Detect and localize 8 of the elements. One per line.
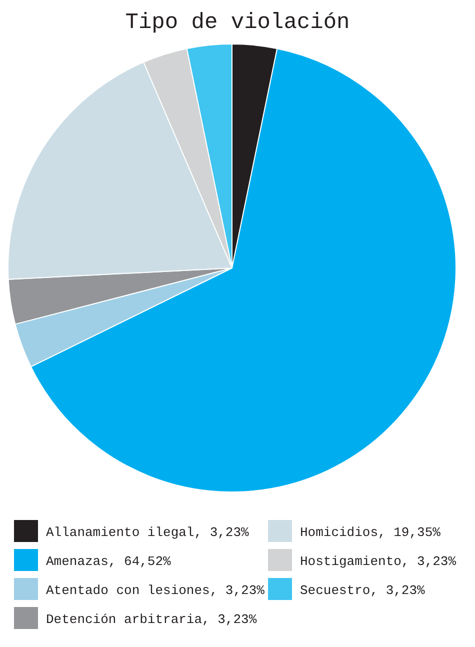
legend-label: Secuestro, 3,23% [300,583,426,598]
legend-label: Atentado con lesiones, 3,23% [46,583,265,598]
chart-title: Tipo de violación [125,10,350,35]
legend-label: Allanamiento ilegal, 3,23% [46,525,250,540]
legend-label: Hostigamiento, 3,23% [300,554,456,569]
legend-label: Detención arbitraria, 3,23% [46,612,257,627]
legend-label: Amenazas, 64,52% [46,554,172,569]
legend-label: Homicidios, 19,35% [300,525,441,540]
